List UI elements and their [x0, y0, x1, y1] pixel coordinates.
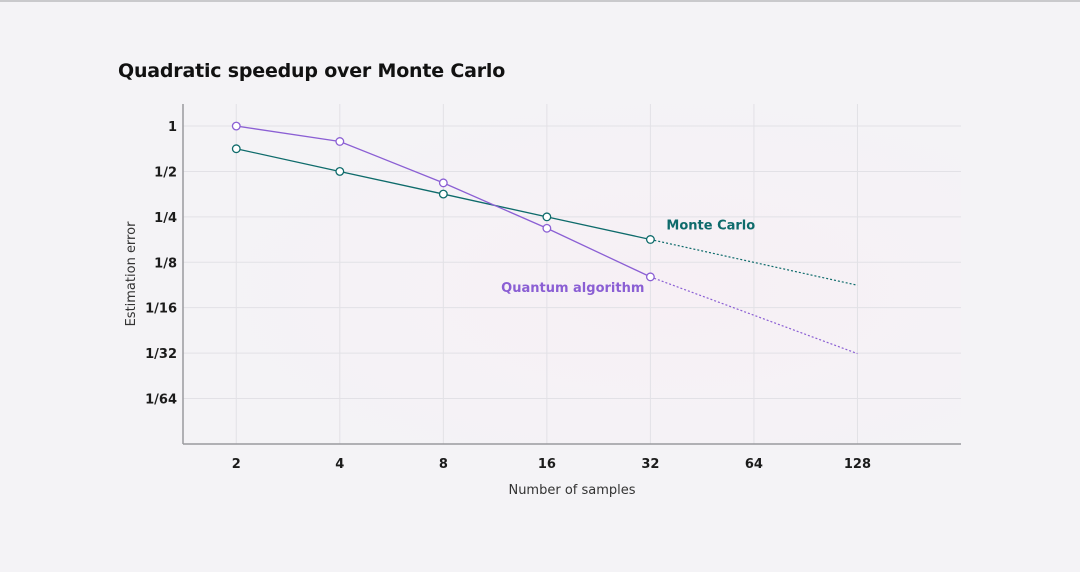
x-tick-label-2: 8: [439, 457, 448, 472]
y-tick-label-6: 1/64: [145, 392, 177, 407]
x-tick-label-4: 32: [641, 457, 659, 472]
y-tick-label-2: 1/4: [154, 211, 177, 226]
x-tick-label-1: 4: [335, 457, 344, 472]
y-tick-label-0: 1: [168, 120, 177, 135]
monte-carlo-projection-line: [650, 238, 858, 286]
y-tick-label-3: 1/8: [154, 256, 177, 271]
monte-carlo-series-label: Monte Carlo: [666, 218, 755, 233]
quantum-algorithm-projection-line: [650, 276, 858, 355]
y-axis-label: Estimation error: [124, 221, 139, 326]
y-tick-label-5: 1/32: [145, 347, 177, 362]
quantum-algorithm-series-label: Quantum algorithm: [501, 281, 644, 296]
x-tick-label-0: 2: [232, 457, 241, 472]
monte-carlo-point-1: [335, 166, 345, 176]
x-tick-label-5: 64: [745, 457, 763, 472]
monte-carlo-point-2: [438, 189, 448, 199]
quantum-algorithm-point-0: [231, 121, 241, 131]
x-tick-label-6: 128: [844, 457, 871, 472]
x-axis-label: Number of samples: [508, 483, 635, 498]
monte-carlo-point-0: [231, 144, 241, 154]
plot-background: [183, 104, 961, 444]
quantum-algorithm-point-2: [438, 178, 448, 188]
monte-carlo-point-4: [645, 235, 655, 244]
monte-carlo-point-3: [542, 212, 552, 222]
chart-title: Quadratic speedup over Monte Carlo: [118, 60, 506, 82]
top-border: [0, 0, 1080, 2]
y-tick-label-1: 1/2: [154, 165, 177, 180]
quantum-algorithm-point-1: [335, 137, 345, 146]
x-tick-label-3: 16: [538, 457, 556, 472]
quantum-algorithm-point-3: [542, 223, 552, 233]
y-tick-label-4: 1/16: [145, 302, 177, 317]
quantum-algorithm-point-4: [645, 272, 655, 282]
